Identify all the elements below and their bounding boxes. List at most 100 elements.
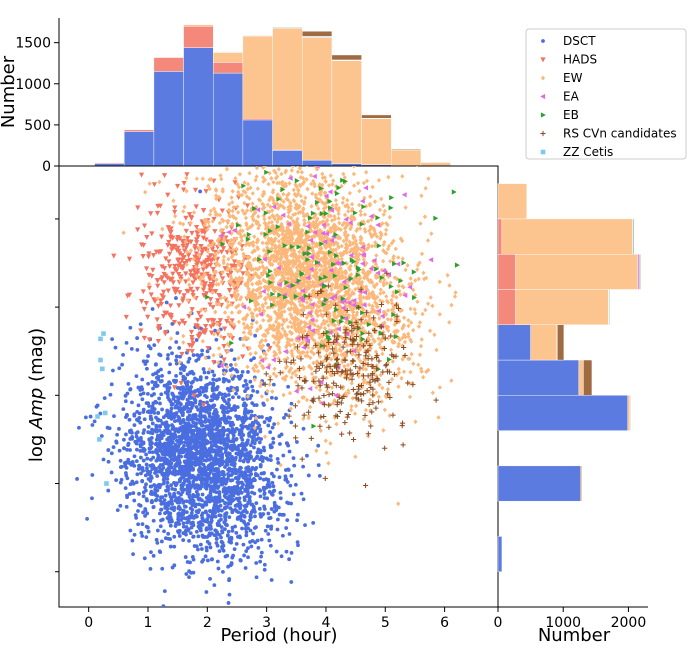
scatter-point-dsct [269,471,274,476]
scatter-point-dsct [187,480,192,485]
scatter-point-dsct [199,441,204,446]
scatter-point-ew [240,275,245,281]
scatter-point-ew [143,189,148,195]
scatter-point-dsct [190,369,194,374]
scatter-point-ew [328,247,334,252]
scatter-point-ew [344,393,349,399]
scatter-point-hads [188,239,194,245]
scatter-point-dsct [179,396,184,401]
scatter-point-ew [401,369,407,375]
scatter-point-ew [213,270,218,275]
scatter-point-ew [186,276,191,282]
scatter-point-dsct [169,417,174,421]
scatter-point-dsct [296,543,300,548]
scatter-point-hads [189,337,195,343]
scatter-point-dsct [145,409,150,414]
scatter-point-dsct [216,509,221,513]
scatter-point-hads [160,289,167,295]
scatter-point-dsct [172,455,177,460]
scatter-point-ew [245,394,250,399]
scatter-point-dsct [263,528,268,533]
scatter-point-dsct [130,436,135,441]
scatter-point-ew [229,231,234,236]
scatter-point-dsct [262,448,267,453]
scatter-point-dsct [176,429,181,434]
scatter-point-ew [338,251,343,256]
scatter-point-ew [233,362,238,367]
scatter-point-hads [167,228,173,234]
scatter-point-hads [221,344,227,349]
scatter-point-dsct [155,540,160,545]
scatter-point-dsct [166,531,171,536]
scatter-point-dsct [141,431,146,435]
scatter-point-dsct [146,477,151,481]
scatter-point-dsct [231,395,235,400]
scatter-point-dsct [106,448,111,452]
scatter-point-dsct [239,490,244,495]
scatter-point-ew [230,208,235,214]
scatter-point-dsct [203,420,208,424]
scatter-point-dsct [185,406,190,410]
scatter-point-dsct [215,459,219,464]
scatter-point-dsct [170,351,174,356]
scatter-point-dsct [141,468,146,473]
scatter-point-dsct [147,472,151,477]
scatter-point-dsct [109,382,114,387]
scatter-point-dsct [272,509,277,514]
scatter-point-hads [221,336,227,341]
scatter-point-ew [251,315,256,321]
scatter-point-ew [237,171,243,177]
scatter-point-ew [211,352,216,358]
scatter-point-hads [178,381,184,386]
scatter-point-dsct [227,515,232,520]
scatter-point-dsct [215,559,220,564]
scatter-point-hads [184,242,190,248]
scatter-point-dsct [183,440,188,445]
scatter-point-dsct [210,513,215,518]
scatter-point-ew [295,268,300,274]
scatter-point-hads [176,321,182,327]
scatter-point-dsct [223,506,227,511]
scatter-point-ew [236,192,241,197]
scatter-point-ew [284,344,289,350]
scatter-point-hads [161,280,167,286]
scatter-point-dsct [206,514,211,519]
scatter-point-dsct [221,459,226,464]
scatter-point-dsct [194,502,198,507]
scatter-point-dsct [160,472,165,477]
scatter-point-dsct [145,456,150,461]
scatter-point-ew [171,198,176,204]
scatter-point-dsct [248,528,253,533]
scatter-point-ew [384,227,389,233]
scatter-point-dsct [231,437,236,441]
scatter-point-dsct [241,474,245,479]
scatter-point-dsct [171,458,176,463]
scatter-point-dsct [184,384,189,388]
scatter-point-dsct [241,459,246,464]
scatter-point-ew [316,206,321,211]
scatter-point-ew [412,307,417,312]
scatter-point-ew [250,289,255,295]
scatter-point-hads [193,204,199,210]
scatter-point-dsct [114,478,119,482]
scatter-point-hads [188,273,194,279]
scatter-point-dsct [150,450,155,455]
scatter-point-ew [345,202,350,208]
scatter-point-dsct [160,374,164,378]
scatter-point-ew [300,339,305,345]
scatter-point-dsct [271,474,276,479]
scatter-point-ew [413,278,418,283]
scatter-point-ew [311,248,316,254]
scatter-point-dsct [219,525,224,530]
scatter-point-ew [295,317,301,322]
scatter-point-dsct [258,450,263,455]
scatter-point-dsct [167,370,172,375]
scatter-point-dsct [203,469,208,474]
scatter-point-dsct [239,470,244,475]
scatter-point-dsct [166,536,171,541]
scatter-point-dsct [175,418,180,423]
scatter-point-dsct [127,460,132,465]
scatter-point-hads [184,259,190,264]
scatter-point-dsct [158,379,163,384]
scatter-point-ew [332,285,338,290]
